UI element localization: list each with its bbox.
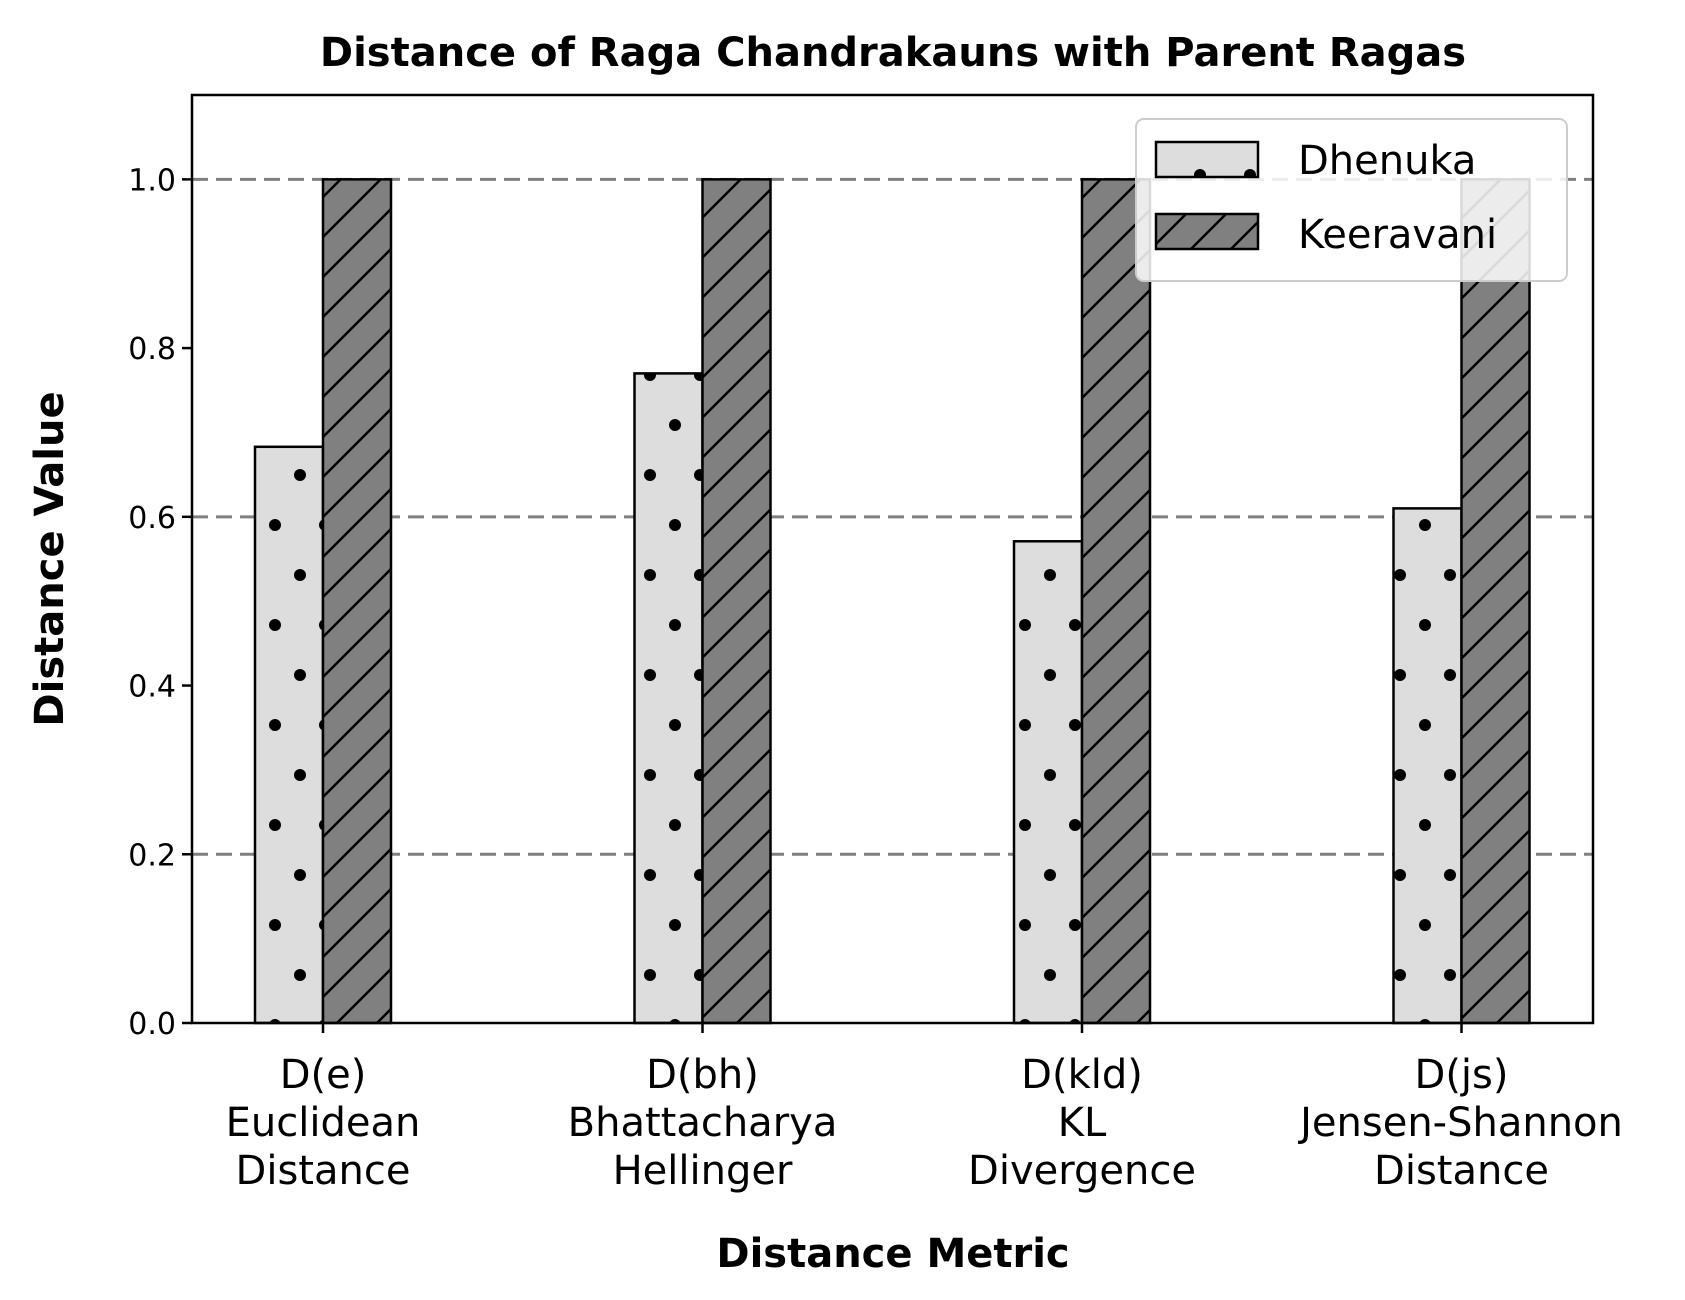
bar-dhenuka-2 (1012, 540, 1084, 1025)
legend: Dhenuka Keeravani (1135, 118, 1568, 282)
y-tick-label-3: 0.6 (128, 501, 176, 536)
bar-keeravani-2 (1080, 178, 1152, 1025)
y-tick-label-1: 0.2 (128, 838, 176, 873)
y-axis-ticks: 0.0 0.2 0.4 0.6 0.8 1.0 (128, 163, 192, 1042)
y-tick-label-5: 1.0 (128, 163, 176, 198)
x-tick-label-0: D(e) Euclidean Distance (226, 1052, 421, 1194)
bar-dhenuka-1 (633, 372, 704, 1025)
x-axis-ticks: D(e) Euclidean Distance D(bh) Bhattacharya He… (226, 1023, 1623, 1194)
x-axis-label: Distance Metric (716, 1231, 1069, 1277)
legend-swatch-keeravani (1154, 212, 1260, 251)
bar-keeravani-0 (321, 178, 393, 1025)
x-tick-label-1: D(bh) Bhattacharya Hellinger (568, 1052, 838, 1194)
y-tick-label-2: 0.4 (128, 670, 176, 705)
y-tick-label-4: 0.8 (128, 332, 176, 367)
legend-label-keeravani: Keeravani (1298, 212, 1497, 258)
y-axis-label: Distance Value (27, 391, 73, 726)
bar-keeravani-1 (701, 178, 772, 1025)
bar-dhenuka-3 (1392, 507, 1463, 1025)
chart-title: Distance of Raga Chandrakauns with Paren… (320, 30, 1466, 76)
y-tick-label-0: 0.0 (128, 1007, 176, 1042)
legend-swatch-dhenuka (1154, 140, 1260, 179)
legend-label-dhenuka: Dhenuka (1298, 138, 1476, 184)
bar-dhenuka-0 (253, 445, 325, 1025)
plot-frame (190, 93, 1595, 1025)
bars (253, 178, 1531, 1025)
x-tick-label-2: D(kld) KL Divergence (968, 1052, 1196, 1194)
x-tick-label-3: D(js) Jensen-Shannon Distance (1297, 1052, 1623, 1194)
bar-keeravani-3 (1460, 178, 1531, 1025)
